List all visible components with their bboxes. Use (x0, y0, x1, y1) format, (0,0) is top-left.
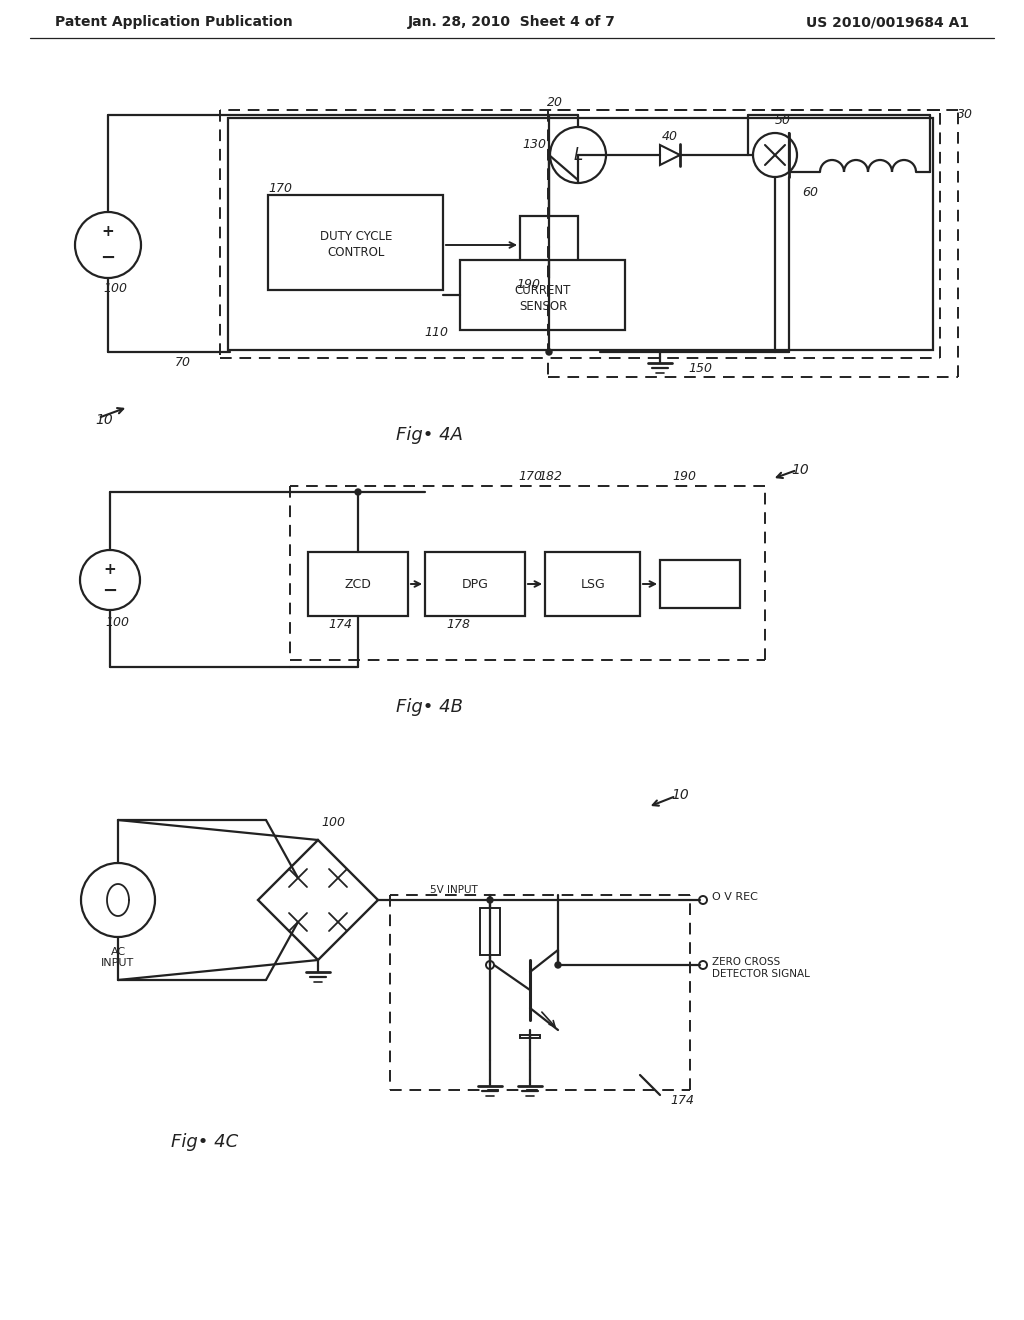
Text: CONTROL: CONTROL (328, 247, 385, 260)
Text: 50: 50 (775, 115, 791, 128)
Circle shape (486, 961, 494, 969)
Text: 20: 20 (547, 95, 563, 108)
Text: 10: 10 (95, 413, 113, 426)
Circle shape (75, 213, 141, 279)
Text: Jan. 28, 2010  Sheet 4 of 7: Jan. 28, 2010 Sheet 4 of 7 (408, 15, 616, 29)
Text: 150: 150 (688, 362, 712, 375)
Text: 10: 10 (792, 463, 809, 477)
Circle shape (699, 961, 707, 969)
Text: US 2010/0019684 A1: US 2010/0019684 A1 (806, 15, 969, 29)
Text: 5V INPUT: 5V INPUT (430, 884, 478, 895)
Text: −: − (102, 582, 118, 601)
Text: 60: 60 (802, 186, 818, 198)
Text: 70: 70 (175, 355, 191, 368)
Text: DETECTOR SIGNAL: DETECTOR SIGNAL (712, 969, 810, 979)
Text: CURRENT: CURRENT (515, 284, 571, 297)
Text: 182: 182 (538, 470, 562, 483)
Text: 40: 40 (662, 131, 678, 144)
Text: 130: 130 (522, 139, 546, 152)
Text: AC: AC (111, 946, 126, 957)
Bar (268, 195, 443, 290)
Bar (228, 117, 933, 350)
Text: SENSOR: SENSOR (519, 300, 567, 313)
Text: Fig• 4B: Fig• 4B (396, 698, 464, 715)
Text: 10: 10 (671, 788, 689, 803)
Text: LSG: LSG (581, 578, 605, 590)
Text: −: − (100, 249, 116, 267)
Text: ZCD: ZCD (344, 578, 372, 590)
Text: 190: 190 (516, 277, 540, 290)
Text: 100: 100 (105, 615, 129, 628)
Text: Fig• 4C: Fig• 4C (171, 1133, 239, 1151)
Text: 170: 170 (268, 181, 292, 194)
Text: 170: 170 (518, 470, 542, 483)
Text: Fig• 4A: Fig• 4A (396, 426, 464, 444)
Bar (520, 1035, 540, 1038)
Bar (545, 552, 640, 616)
Bar (480, 908, 500, 954)
Circle shape (487, 898, 493, 903)
Text: +: + (103, 561, 117, 577)
Text: 110: 110 (424, 326, 449, 338)
Circle shape (81, 863, 155, 937)
Text: Patent Application Publication: Patent Application Publication (55, 15, 293, 29)
Bar (308, 552, 408, 616)
Text: INPUT: INPUT (101, 958, 134, 968)
Circle shape (546, 348, 552, 355)
Text: 30: 30 (957, 108, 973, 121)
Text: 100: 100 (103, 282, 127, 296)
Circle shape (80, 550, 140, 610)
Circle shape (753, 133, 797, 177)
Circle shape (555, 962, 561, 968)
Text: 178: 178 (446, 618, 470, 631)
Text: L: L (573, 147, 583, 164)
Text: ZERO CROSS: ZERO CROSS (712, 957, 780, 968)
Polygon shape (660, 145, 680, 165)
Polygon shape (258, 840, 378, 960)
Bar (425, 552, 525, 616)
Bar (460, 260, 625, 330)
Circle shape (699, 896, 707, 904)
Text: +: + (101, 224, 115, 239)
Text: DUTY CYCLE: DUTY CYCLE (319, 231, 392, 243)
Text: 190: 190 (672, 470, 696, 483)
Text: 174: 174 (670, 1093, 694, 1106)
Bar (660, 560, 740, 609)
Circle shape (550, 127, 606, 183)
Text: 174: 174 (328, 618, 352, 631)
Circle shape (355, 488, 361, 495)
Text: O V REC: O V REC (712, 892, 758, 902)
Bar (520, 216, 578, 279)
Text: 100: 100 (321, 816, 345, 829)
Text: DPG: DPG (462, 578, 488, 590)
